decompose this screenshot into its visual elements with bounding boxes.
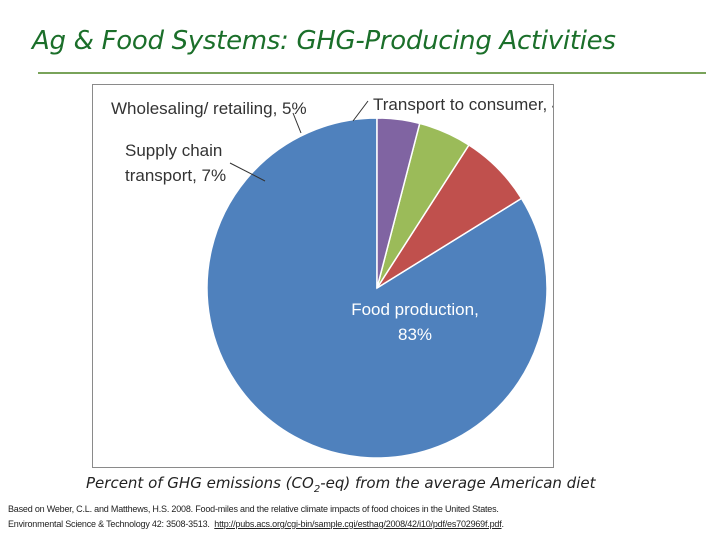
caption-subscript: 2	[313, 484, 321, 495]
slice-transport-to-consumer-label: Transport to consumer, 4%	[373, 95, 553, 114]
slice-wholesaling-retailing-leader-line	[292, 112, 302, 134]
citation-line-1: Based on Weber, C.L. and Matthews, H.S. …	[8, 504, 499, 514]
slice-food-production-label: Food production, 83%	[351, 300, 479, 344]
citation-period: .	[501, 519, 505, 529]
caption-suffix: -eq) from the average American diet	[320, 474, 596, 492]
citation: Based on Weber, C.L. and Matthews, H.S. …	[8, 502, 714, 532]
citation-line-2: Environmental Science & Technology 42: 3…	[8, 517, 714, 532]
slice-transport-to-consumer-leader-line	[352, 100, 369, 122]
citation-journal: Environmental Science & Technology 42: 3…	[8, 519, 210, 529]
title-divider	[38, 72, 706, 74]
pie-chart-frame: Food production, 83% Supply chain transport…	[92, 84, 554, 468]
slice-supply-chain-transport-leader-line	[229, 162, 266, 182]
pie-chart: Food production, 83% Supply chain transport…	[111, 95, 553, 459]
slice-transport-to-consumer	[376, 117, 421, 289]
caption-prefix: Percent of GHG emissions (CO	[86, 474, 314, 492]
chart-caption: Percent of GHG emissions (CO2-eq) from t…	[86, 474, 646, 495]
slice-wholesaling-retailing-label: Wholesaling/ retailing, 5%	[111, 99, 307, 118]
slice-supply-chain-transport-label: Supply chain transport, 7%	[125, 141, 226, 185]
citation-link[interactable]: http://pubs.acs.org/cgi-bin/sample.cgi/e…	[214, 519, 502, 529]
slide-title: Ag & Food Systems: GHG-Producing Activit…	[32, 26, 616, 56]
